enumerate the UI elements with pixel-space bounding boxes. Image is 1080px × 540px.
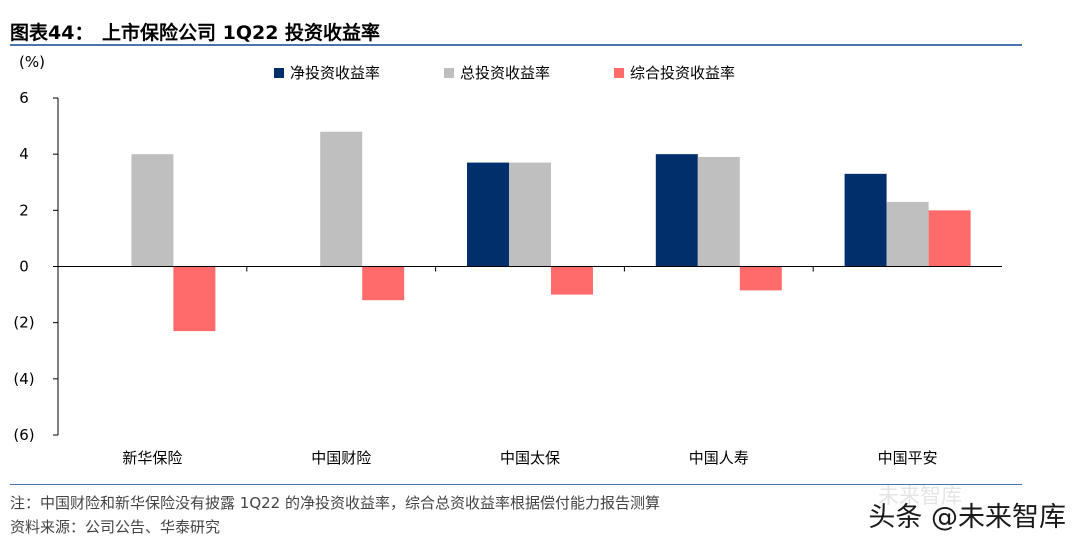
y-axis-label: (%) bbox=[19, 53, 45, 71]
figure-title: 图表44： 上市保险公司 1Q22 投资收益率 bbox=[10, 18, 380, 45]
title-divider bbox=[10, 44, 1022, 46]
bar bbox=[173, 266, 216, 332]
bar bbox=[362, 266, 405, 301]
figure-title-text: 上市保险公司 1Q22 投资收益率 bbox=[102, 22, 381, 44]
legend-label: 净投资收益率 bbox=[290, 64, 380, 82]
watermark-faint: 未来智库 bbox=[878, 484, 962, 508]
bar bbox=[886, 201, 929, 267]
bar bbox=[131, 154, 174, 267]
chart-legend: 净投资收益率 总投资收益率 综合投资收益率 bbox=[274, 64, 735, 82]
bar bbox=[844, 173, 887, 267]
figure-label: 图表44： bbox=[10, 22, 94, 44]
bar bbox=[320, 131, 363, 267]
x-tick-label: 中国人寿 bbox=[689, 449, 749, 467]
y-tick-label: 6 bbox=[19, 89, 29, 107]
y-tick-label: (6) bbox=[13, 426, 34, 444]
legend-swatch bbox=[614, 68, 624, 78]
bar bbox=[467, 162, 509, 267]
bar bbox=[509, 162, 551, 267]
watermark: 头条 @未来智库 bbox=[868, 502, 1066, 533]
bar bbox=[551, 266, 593, 295]
bar-chart: 净投资收益率 总投资收益率 综合投资收益率 6 4 2 0 (2) (4) (6) (%) 新华保险… bbox=[13, 53, 1002, 467]
y-tick-label: (2) bbox=[13, 314, 34, 332]
y-tick-label: (4) bbox=[13, 370, 34, 388]
x-tick-label: 中国太保 bbox=[500, 449, 560, 467]
chart-note: 注：中国财险和新华保险没有披露 1Q22 的净投资收益率，综合总资收益率根据偿付… bbox=[10, 494, 660, 512]
bar bbox=[739, 266, 782, 291]
y-tick-label: 2 bbox=[19, 201, 29, 219]
y-tick-label: 4 bbox=[19, 145, 29, 163]
bar bbox=[928, 210, 971, 267]
chart-source: 资料来源：公司公告、华泰研究 bbox=[10, 518, 221, 536]
bar bbox=[697, 156, 740, 267]
legend-swatch bbox=[444, 68, 454, 78]
bar bbox=[655, 154, 698, 267]
x-tick-label: 中国财险 bbox=[311, 449, 371, 467]
legend-swatch bbox=[274, 68, 284, 78]
y-tick-label: 0 bbox=[19, 258, 29, 276]
x-tick-label: 中国平安 bbox=[878, 449, 938, 467]
footer-divider bbox=[10, 484, 1022, 485]
legend-label: 综合投资收益率 bbox=[630, 64, 735, 82]
legend-label: 总投资收益率 bbox=[460, 64, 550, 82]
x-tick-label: 新华保险 bbox=[122, 449, 182, 467]
plot-area: 6 4 2 0 (2) (4) (6) (%) 新华保险 中国财险 中国太保 中国人寿 中国平安 bbox=[13, 53, 1002, 467]
